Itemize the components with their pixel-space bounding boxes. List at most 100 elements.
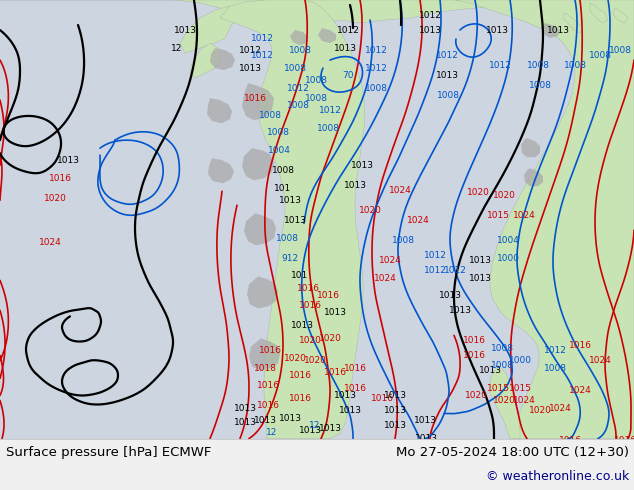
- Text: 1012: 1012: [238, 46, 261, 54]
- Text: 101: 101: [275, 184, 292, 193]
- Text: 1000: 1000: [508, 356, 531, 365]
- Text: 1008: 1008: [543, 364, 567, 373]
- Text: 1024: 1024: [588, 356, 611, 365]
- Text: 1008: 1008: [259, 111, 281, 120]
- Polygon shape: [541, 23, 560, 38]
- Text: 1008: 1008: [365, 84, 387, 93]
- Text: 1016: 1016: [243, 94, 266, 102]
- Text: 1020: 1020: [467, 188, 489, 197]
- Text: 1008: 1008: [288, 46, 311, 54]
- Text: 1013: 1013: [351, 161, 373, 170]
- Text: 1013: 1013: [278, 196, 302, 205]
- Polygon shape: [207, 98, 232, 123]
- Text: 1016: 1016: [344, 384, 366, 393]
- Text: 1013: 1013: [56, 156, 79, 165]
- Text: 1013: 1013: [479, 366, 501, 375]
- Text: 1016: 1016: [288, 394, 311, 403]
- Text: 1004: 1004: [496, 236, 519, 245]
- Text: 1024: 1024: [373, 274, 396, 283]
- Text: 1013: 1013: [547, 25, 569, 34]
- Text: 1013: 1013: [418, 25, 441, 34]
- Text: 1012: 1012: [250, 33, 273, 43]
- Text: 1024: 1024: [378, 256, 401, 265]
- Text: 1016: 1016: [288, 371, 311, 380]
- Polygon shape: [242, 148, 274, 180]
- Text: 1012: 1012: [418, 10, 441, 20]
- Text: 1015: 1015: [508, 384, 531, 393]
- Text: 1016: 1016: [48, 174, 72, 183]
- Text: 1012: 1012: [287, 84, 309, 93]
- Text: 12: 12: [266, 428, 278, 437]
- Text: 1013: 1013: [384, 421, 406, 430]
- Text: 1020: 1020: [299, 336, 321, 345]
- Text: 1012: 1012: [337, 25, 359, 34]
- Text: 1013: 1013: [333, 44, 356, 52]
- Text: 1013: 1013: [384, 406, 406, 415]
- Text: 1012: 1012: [543, 346, 566, 355]
- Polygon shape: [247, 276, 278, 308]
- Polygon shape: [190, 43, 220, 78]
- Text: 1008: 1008: [491, 361, 514, 370]
- Text: 1016: 1016: [462, 336, 486, 345]
- Polygon shape: [249, 339, 280, 370]
- Text: 1013: 1013: [469, 256, 491, 265]
- Text: 1013: 1013: [290, 321, 313, 330]
- Text: 1013: 1013: [448, 306, 472, 315]
- Text: Surface pressure [hPa] ECMWF: Surface pressure [hPa] ECMWF: [6, 446, 211, 459]
- Text: 1016: 1016: [299, 301, 321, 310]
- Text: 1020: 1020: [359, 206, 382, 215]
- Text: 1016: 1016: [370, 394, 394, 403]
- Text: 1024: 1024: [548, 404, 571, 413]
- Text: 1024: 1024: [513, 211, 535, 220]
- Text: 1008: 1008: [271, 166, 295, 175]
- Text: 1013: 1013: [339, 406, 361, 415]
- Polygon shape: [290, 30, 308, 45]
- Text: 1016: 1016: [344, 364, 366, 373]
- Text: 1020: 1020: [493, 396, 515, 405]
- Text: 1013: 1013: [384, 391, 406, 400]
- Text: 1013: 1013: [318, 424, 342, 433]
- Text: 1012: 1012: [365, 64, 387, 73]
- Text: 1020: 1020: [283, 354, 306, 363]
- Polygon shape: [318, 28, 336, 43]
- Polygon shape: [590, 3, 608, 23]
- Text: 1013: 1013: [233, 404, 257, 413]
- Text: 1016: 1016: [297, 284, 320, 293]
- Text: 1013: 1013: [278, 414, 302, 423]
- Text: 1024: 1024: [569, 386, 592, 395]
- Text: 1020: 1020: [465, 391, 488, 400]
- Text: 70: 70: [342, 71, 354, 79]
- Text: 1008: 1008: [266, 128, 290, 137]
- Text: 1020: 1020: [318, 334, 342, 343]
- Text: 1012: 1012: [365, 46, 387, 54]
- Text: 1024: 1024: [389, 186, 411, 195]
- Text: 1013: 1013: [344, 181, 366, 190]
- Polygon shape: [490, 367, 520, 439]
- Text: 1013: 1013: [413, 416, 436, 425]
- Text: 1008: 1008: [529, 81, 552, 90]
- Text: 1016: 1016: [559, 436, 581, 445]
- Polygon shape: [208, 158, 234, 183]
- Text: 1000: 1000: [496, 254, 519, 263]
- Text: 1020: 1020: [493, 191, 515, 200]
- Text: 1012: 1012: [489, 61, 512, 70]
- Text: 1016: 1016: [257, 381, 280, 390]
- Text: 1024: 1024: [513, 396, 535, 405]
- Polygon shape: [563, 13, 582, 33]
- Polygon shape: [455, 0, 634, 439]
- Text: 1008: 1008: [392, 236, 415, 245]
- Text: 1013: 1013: [415, 434, 437, 443]
- Text: 1008: 1008: [609, 46, 631, 54]
- Polygon shape: [242, 83, 274, 120]
- Text: 1015: 1015: [486, 384, 510, 393]
- Text: 1008: 1008: [588, 50, 612, 60]
- Polygon shape: [521, 138, 540, 157]
- Text: 1013: 1013: [174, 25, 197, 34]
- Text: Mo 27-05-2024 18:00 UTC (12+30): Mo 27-05-2024 18:00 UTC (12+30): [396, 446, 629, 459]
- Polygon shape: [244, 213, 276, 245]
- Text: 1012: 1012: [424, 251, 446, 260]
- Text: 1015: 1015: [486, 211, 510, 220]
- Text: 1012: 1012: [444, 266, 467, 275]
- Text: 1013: 1013: [254, 416, 276, 425]
- Text: 1008: 1008: [304, 94, 328, 102]
